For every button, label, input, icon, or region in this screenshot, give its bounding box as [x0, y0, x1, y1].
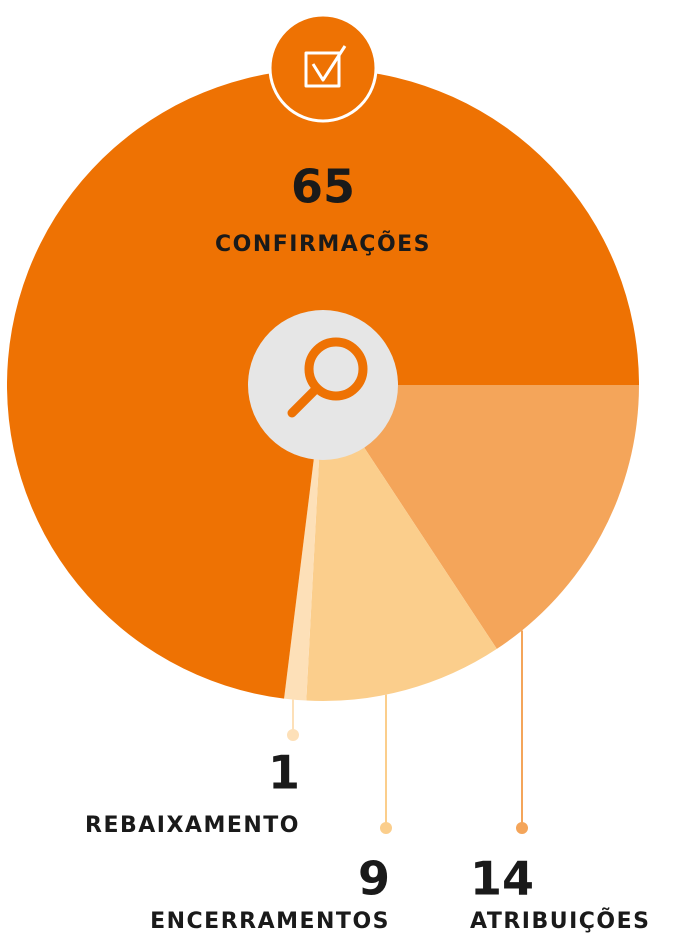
- check-icon: [304, 45, 347, 88]
- value-label: 1: [268, 746, 300, 800]
- value-label: 65: [291, 160, 355, 214]
- leader-dot: [287, 729, 299, 741]
- value-label: 14: [470, 852, 534, 906]
- category-label: ENCERRAMENTOS: [150, 909, 390, 934]
- leader-dot: [516, 822, 528, 834]
- category-label: CONFIRMAÇÕES: [215, 231, 431, 257]
- top-badge: [268, 13, 378, 123]
- category-label: REBAIXAMENTO: [85, 813, 300, 838]
- pie-slice: [284, 385, 323, 701]
- leader-dot: [380, 822, 392, 834]
- value-label: 9: [358, 852, 390, 906]
- pie-slice: [323, 385, 639, 649]
- category-label: ATRIBUIÇÕES: [470, 908, 651, 934]
- center-badge: [248, 310, 398, 460]
- pie-slice: [306, 385, 497, 701]
- search-icon: [287, 337, 368, 418]
